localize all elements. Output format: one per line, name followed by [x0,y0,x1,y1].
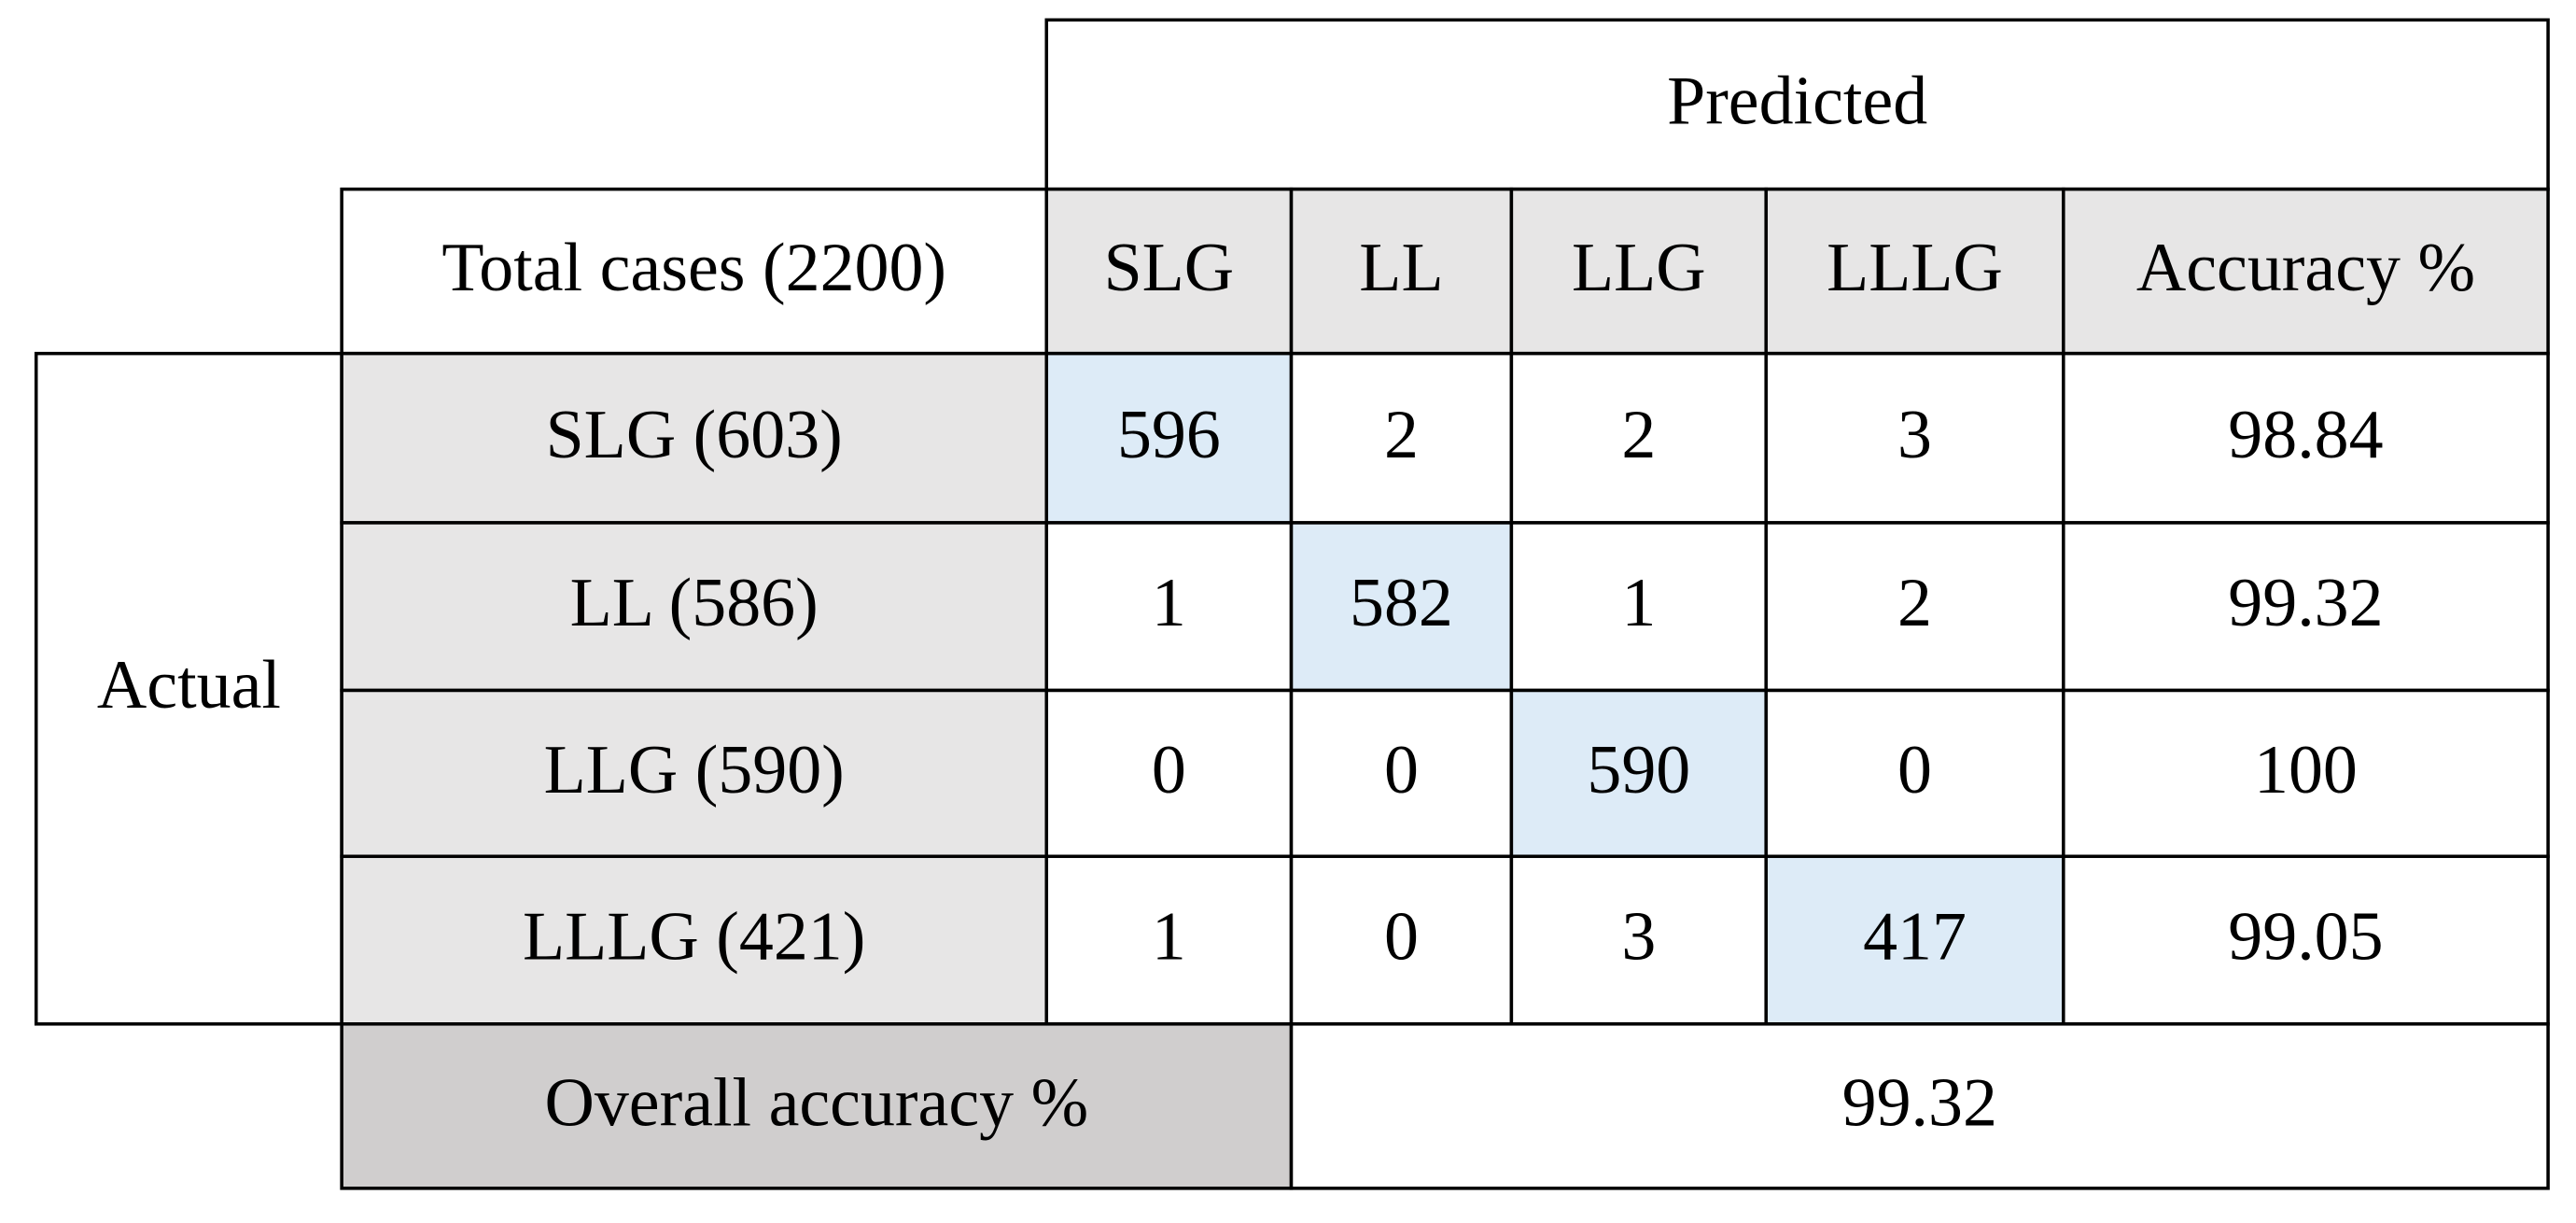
table-cell: 2 [1621,396,1656,472]
overall-value: 99.32 [1842,1063,1997,1140]
column-header-cell [1764,187,2065,356]
table-cell: 1 [1152,564,1186,640]
table-cell-cell [1289,688,1514,859]
table-cell: 99.05 [2228,898,2383,975]
column-header: LLLG [1827,229,2003,305]
column-header: SLG [1104,229,1235,305]
table-cell-cell [1764,688,2065,859]
predicted-header-cell [1044,18,2550,191]
table-cell-cell [1044,521,1294,693]
predicted-header: Predicted [1667,62,1927,138]
corner-label: Total cases (2200) [441,229,946,305]
table-cell-cell [1044,351,1294,525]
table-cell-cell [1044,854,1294,1026]
row-label-cell [340,688,1049,859]
table-cell-cell [1289,854,1514,1026]
actual-label: Actual [97,646,281,723]
table-cell: 590 [1587,731,1690,808]
table-cell: 582 [1350,564,1453,640]
row-label: LLLG (421) [523,898,865,975]
column-header: LL [1359,229,1443,305]
table-cell: 417 [1863,898,1967,975]
table-cell: 2 [1384,396,1419,472]
overall-value-cell [1289,1022,2550,1190]
table-cell: 2 [1897,564,1932,640]
table-cell: 99.32 [2228,564,2383,640]
table-cell: 3 [1621,898,1656,975]
table-cell: 100 [2254,731,2358,808]
actual-label-cell [34,351,343,1026]
column-header: Accuracy % [2136,229,2475,305]
table-cell-cell [1764,521,2065,693]
table-cell-cell [2062,351,2550,525]
table-cell-cell [1509,351,1768,525]
row-label: SLG (603) [546,396,843,472]
table-cell-cell [1289,521,1514,693]
table-cell-cell [1044,688,1294,859]
table-cell: 1 [1152,898,1186,975]
table-cell: 0 [1384,731,1419,808]
table-cell: 98.84 [2228,396,2383,472]
table-cell: 1 [1621,564,1656,640]
table-cell-cell [1764,854,2065,1026]
row-label-cell [340,854,1049,1026]
table-cell-cell [2062,521,2550,693]
corner-label-cell [340,187,1049,356]
column-header-cell [1044,187,1294,356]
overall-label: Overall accuracy % [544,1063,1088,1140]
table-cell-cell [2062,688,2550,859]
row-label: LL (586) [570,564,819,640]
row-label: LLG (590) [544,731,845,808]
table-cell-cell [1509,521,1768,693]
column-header: LLG [1572,229,1706,305]
table-cell: 596 [1117,396,1221,472]
table-cell: 0 [1152,731,1186,808]
table-cell: 0 [1384,898,1419,975]
table-cell: 3 [1897,396,1932,472]
table-cell: 0 [1897,731,1932,808]
